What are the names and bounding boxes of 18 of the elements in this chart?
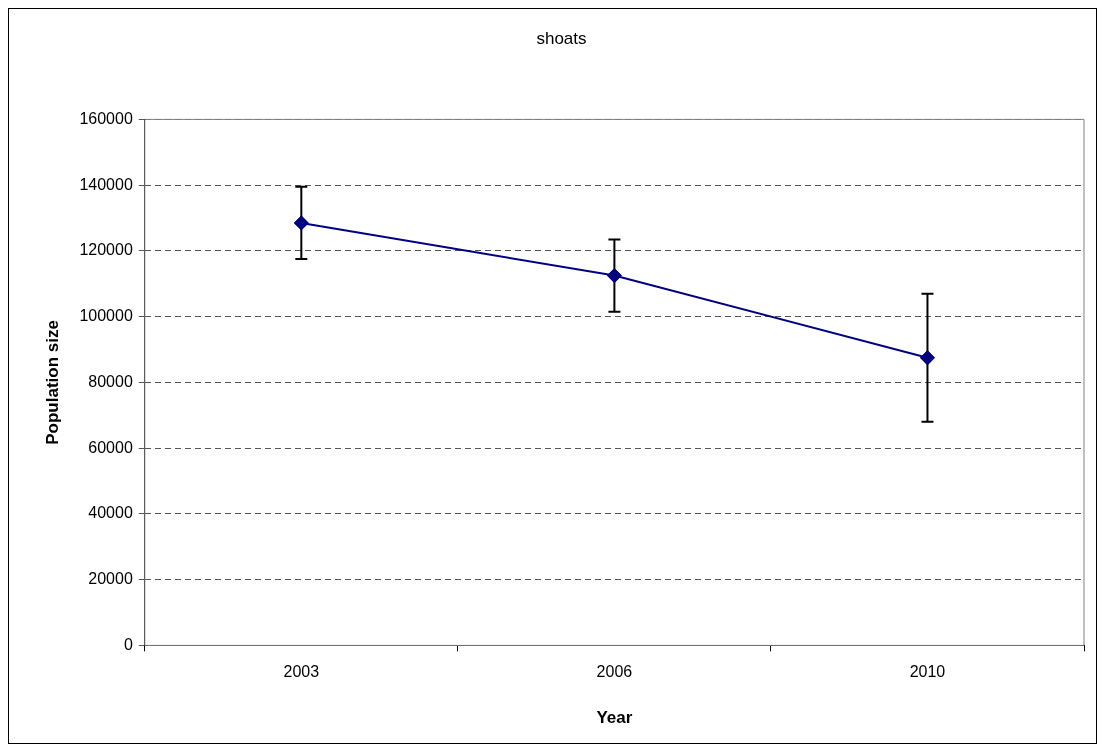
- point: [607, 268, 622, 283]
- y-tick-label: 140000: [79, 175, 133, 193]
- point: [920, 350, 935, 365]
- chart-title: shoats: [536, 28, 587, 48]
- y-axis-title: Population size: [42, 320, 62, 445]
- y-tick-label: 120000: [79, 241, 133, 259]
- x-tick-label: 2006: [596, 663, 633, 681]
- point: [294, 215, 309, 230]
- x-tick-label: 2010: [909, 663, 946, 681]
- y-tick-label: 100000: [79, 307, 133, 325]
- y-tick-label: 40000: [88, 504, 133, 522]
- y-tick-label: 80000: [88, 372, 133, 390]
- y-tick-label: 0: [123, 635, 133, 653]
- x-tick-label: 2003: [283, 663, 320, 681]
- y-tick-label: 20000: [88, 570, 133, 588]
- x-axis-title: Year: [596, 708, 633, 728]
- y-tick-label: 160000: [79, 109, 133, 127]
- y-tick-label: 60000: [88, 438, 133, 456]
